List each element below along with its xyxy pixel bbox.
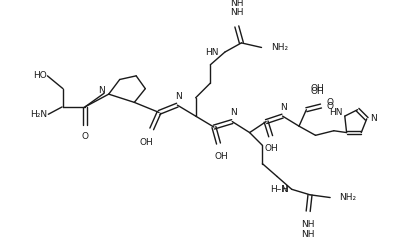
Text: N: N (98, 86, 105, 95)
Text: O: O (326, 98, 333, 107)
Text: HN: HN (205, 48, 219, 57)
Text: OH: OH (214, 152, 228, 161)
Text: N: N (175, 92, 181, 101)
Text: HO: HO (33, 71, 47, 80)
Text: OH: OH (139, 138, 153, 147)
Text: NH₂: NH₂ (271, 43, 288, 52)
Text: HN: HN (329, 108, 343, 117)
Text: N: N (280, 103, 287, 112)
Text: NH₂: NH₂ (339, 193, 356, 202)
Text: H: H (281, 185, 288, 194)
Text: NH: NH (230, 8, 243, 17)
Text: N: N (371, 114, 377, 123)
Text: OH: OH (310, 84, 324, 93)
Text: N: N (230, 108, 237, 117)
Text: O: O (326, 102, 333, 110)
Text: O: O (81, 132, 88, 141)
Text: NH: NH (301, 230, 315, 239)
Text: OH: OH (311, 87, 324, 96)
Text: NH: NH (230, 0, 243, 8)
Text: H₂N: H₂N (30, 110, 47, 119)
Text: OH: OH (265, 144, 279, 152)
Text: H–N: H–N (270, 185, 288, 194)
Text: NH: NH (301, 220, 315, 229)
